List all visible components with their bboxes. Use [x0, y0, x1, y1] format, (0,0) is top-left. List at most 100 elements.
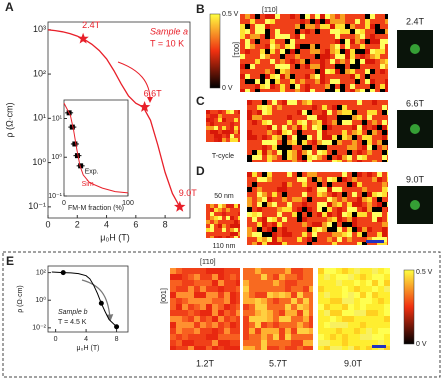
image-pixel [332, 217, 337, 222]
image-pixel [267, 155, 272, 160]
image-pixel [285, 334, 291, 340]
image-pixel [310, 49, 315, 54]
image-pixel [382, 135, 387, 140]
image-pixel [243, 316, 249, 322]
image-pixel [360, 304, 366, 310]
image-pixel [234, 138, 238, 142]
image-pixel [315, 19, 320, 24]
image-pixel [222, 130, 226, 134]
image-pixel [365, 19, 370, 24]
image-pixel [350, 69, 355, 74]
image-pixel [307, 187, 312, 192]
image-pixel [337, 232, 342, 237]
image-pixel [282, 150, 287, 155]
image-pixel [214, 220, 218, 224]
image-pixel [372, 207, 377, 212]
image-pixel [320, 64, 325, 69]
image-pixel [273, 298, 279, 304]
image-pixel [387, 192, 388, 197]
data-line [51, 271, 117, 328]
x-tick-label: 0 [45, 219, 50, 229]
image-pixel [382, 227, 387, 232]
image-pixel [347, 232, 352, 237]
image-pixel [385, 19, 388, 24]
image-pixel [324, 274, 330, 280]
image-pixel [342, 192, 347, 197]
image-pixel [352, 217, 357, 222]
image-pixel [297, 274, 303, 280]
image-pixel [295, 24, 300, 29]
image-pixel [295, 34, 300, 39]
image-pixel [297, 207, 302, 212]
image-pixel [315, 74, 320, 79]
image-pixel [307, 145, 312, 150]
image-pixel [347, 120, 352, 125]
direction-label: [1̄10] [200, 259, 216, 266]
field-label: 6.6T [406, 98, 425, 108]
image-pixel [365, 79, 370, 84]
image-pixel [275, 69, 280, 74]
image-pixel [206, 126, 210, 130]
image-pixel [247, 227, 252, 232]
image-pixel [210, 118, 214, 122]
image-pixel [362, 135, 367, 140]
image-pixel [312, 227, 317, 232]
image-pixel [282, 125, 287, 130]
arrow [117, 61, 153, 103]
image-pixel [265, 29, 270, 34]
image-pixel [342, 292, 348, 298]
image-pixel [230, 228, 234, 232]
image-pixel [280, 69, 285, 74]
image-pixel [382, 140, 387, 145]
image-pixel [324, 292, 330, 298]
image-pixel [262, 135, 267, 140]
image-pixel [365, 89, 370, 92]
image-pixel [297, 322, 303, 328]
image-pixel [234, 232, 238, 236]
image-pixel [357, 172, 362, 177]
image-pixel [366, 280, 372, 286]
image-pixel [287, 100, 292, 105]
image-pixel [250, 79, 255, 84]
image-pixel [357, 197, 362, 202]
panel-label: E [6, 254, 14, 268]
image-pixel [384, 316, 390, 322]
image-pixel [222, 224, 226, 228]
image-pixel [212, 316, 218, 322]
image-pixel [245, 39, 250, 44]
image-pixel [307, 242, 312, 245]
image-pixel [188, 322, 194, 328]
image-pixel [305, 74, 310, 79]
image-pixel [385, 14, 388, 19]
image-pixel [355, 79, 360, 84]
image-pixel [224, 292, 230, 298]
image-pixel [210, 212, 214, 216]
image-pixel [277, 222, 282, 227]
image-pixel [214, 130, 218, 134]
image-pixel [367, 207, 372, 212]
image-pixel [176, 304, 182, 310]
image-pixel [188, 274, 194, 280]
image-pixel [350, 64, 355, 69]
plot-frame [47, 21, 191, 219]
image-pixel [243, 322, 249, 328]
image-pixel [267, 217, 272, 222]
image-pixel [354, 310, 360, 316]
image-pixel [243, 346, 249, 350]
image-pixel [234, 220, 238, 224]
image-pixel [342, 316, 348, 322]
image-pixel [222, 228, 226, 232]
image-pixel [247, 155, 252, 160]
image-pixel [324, 268, 330, 274]
image-pixel [170, 286, 176, 292]
image-pixel [265, 34, 270, 39]
image-pixel [206, 110, 210, 114]
image-pixel [261, 328, 267, 334]
image-pixel [367, 150, 372, 155]
image-pixel [322, 105, 327, 110]
image-pixel [218, 204, 222, 208]
image-pixel [350, 89, 355, 92]
colorbar [209, 13, 221, 89]
image-pixel [307, 135, 312, 140]
image-pixel [292, 160, 297, 162]
